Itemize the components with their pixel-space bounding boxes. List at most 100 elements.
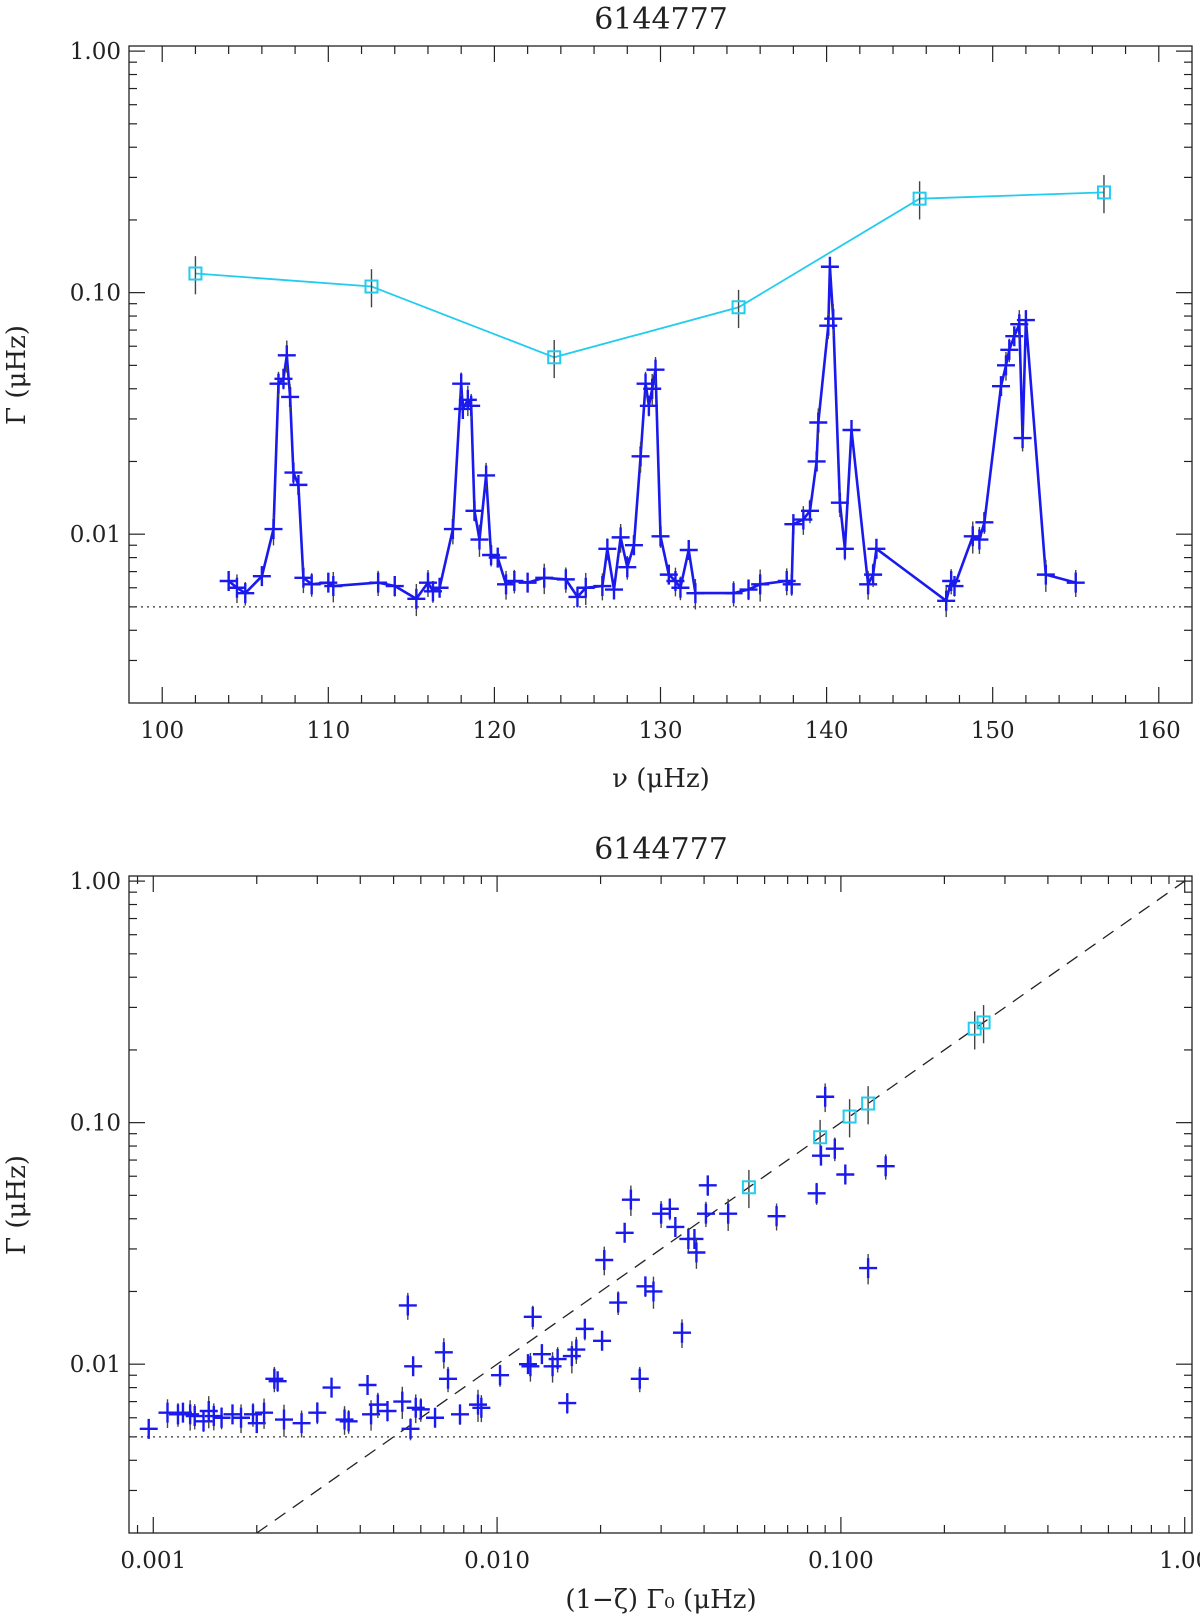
- data-point-plus: [739, 579, 758, 600]
- data-point-plus: [836, 1164, 855, 1185]
- data-point-plus: [807, 451, 826, 472]
- data-point-plus: [686, 583, 705, 604]
- data-point-plus: [636, 1276, 655, 1297]
- data-point-plus: [322, 1377, 341, 1398]
- data-point-plus: [264, 519, 283, 540]
- data-point-plus: [816, 1086, 835, 1107]
- data-point-square: [364, 279, 379, 294]
- data-point-plus: [255, 1402, 274, 1423]
- data-point-plus: [644, 1281, 663, 1302]
- data-point-plus: [558, 1393, 577, 1414]
- data-point-plus: [289, 474, 308, 495]
- data-point-plus: [611, 527, 630, 548]
- data-point-plus: [324, 576, 343, 597]
- data-point-plus: [470, 529, 489, 550]
- data-point-plus: [277, 345, 296, 366]
- data-point-plus: [556, 569, 575, 590]
- data-point-square: [861, 1096, 876, 1111]
- series-1-group: [139, 1083, 895, 1441]
- data-point-plus: [401, 1418, 420, 1439]
- data-point-plus: [719, 1203, 738, 1224]
- bottom-y-ticks: 0.01 0.10 1.00: [70, 869, 1192, 1492]
- data-point-square: [547, 350, 562, 365]
- x-tick-label: 1.00: [1159, 1548, 1200, 1574]
- data-point-plus: [439, 1368, 458, 1389]
- series-1-group: [219, 256, 1085, 618]
- data-point-plus: [236, 583, 255, 604]
- data-point-plus: [411, 1399, 430, 1420]
- x-tick-label: 100: [140, 718, 184, 744]
- data-point-plus: [685, 1228, 704, 1249]
- data-point-plus: [335, 1409, 354, 1430]
- data-point-plus: [308, 1402, 327, 1423]
- data-point-plus: [274, 1409, 293, 1430]
- data-point-plus: [223, 1404, 242, 1425]
- data-point-plus: [937, 590, 956, 611]
- data-point-plus: [243, 1404, 262, 1425]
- data-point-plus: [842, 419, 861, 440]
- y-tick-label: 0.10: [70, 281, 121, 307]
- data-point-plus: [807, 1183, 826, 1204]
- data-point-plus: [518, 572, 537, 593]
- series-0-group: [741, 1005, 991, 1209]
- data-point-plus: [639, 395, 658, 416]
- data-point-plus: [824, 308, 843, 329]
- bottom-series: [139, 1005, 991, 1441]
- data-point-plus: [820, 256, 839, 277]
- data-point-plus: [666, 1216, 685, 1237]
- bottom-diagonal-line: [256, 875, 1193, 1534]
- top-series: [188, 175, 1111, 618]
- data-point-plus: [472, 1397, 491, 1418]
- data-point-square: [731, 300, 746, 315]
- data-point-plus: [1016, 310, 1035, 331]
- data-point-plus: [698, 1175, 717, 1196]
- data-point-plus: [368, 1394, 387, 1415]
- data-point-plus: [185, 1406, 204, 1427]
- series-line: [227, 266, 1077, 604]
- data-point-plus: [465, 500, 484, 521]
- y-tick-label: 1.00: [70, 869, 121, 895]
- data-point-plus: [942, 570, 961, 591]
- data-point-plus: [274, 368, 293, 389]
- data-point-plus: [521, 1356, 540, 1377]
- data-point-plus: [404, 1356, 423, 1377]
- data-point-plus: [1066, 572, 1085, 593]
- data-point-plus: [407, 588, 426, 609]
- data-point-plus: [651, 526, 670, 547]
- data-point-plus: [339, 1411, 358, 1432]
- data-point-plus: [618, 557, 637, 578]
- data-point-plus: [646, 359, 665, 380]
- data-point-plus: [652, 1203, 671, 1224]
- data-point-plus: [265, 1368, 284, 1389]
- data-point-plus: [835, 538, 854, 559]
- data-point-plus: [232, 1407, 251, 1428]
- data-point-plus: [782, 574, 801, 595]
- data-point-plus: [385, 576, 404, 597]
- y-tick-label: 0.10: [70, 1111, 121, 1137]
- data-point-plus: [488, 547, 507, 568]
- data-point-plus: [139, 1418, 158, 1439]
- data-point-plus: [624, 535, 643, 556]
- x-tick-label: 130: [639, 718, 683, 744]
- data-point-plus: [292, 1413, 311, 1434]
- data-point-plus: [468, 1394, 487, 1415]
- data-point-plus: [567, 1339, 586, 1360]
- data-point-plus: [227, 577, 246, 598]
- data-point-plus: [672, 1322, 691, 1343]
- data-point-plus: [518, 1354, 537, 1375]
- data-point-plus: [158, 1402, 177, 1423]
- data-point-plus: [991, 376, 1010, 397]
- data-point-plus: [393, 1391, 412, 1412]
- top-y-axis-label: Γ (μHz): [2, 325, 32, 425]
- x-tick-label: 0.100: [808, 1548, 874, 1574]
- top-x-axis-label: ν (μHz): [612, 764, 710, 794]
- data-point-plus: [1005, 326, 1024, 347]
- data-point-plus: [181, 1404, 200, 1425]
- data-point-plus: [535, 567, 554, 588]
- data-point-plus: [194, 1411, 213, 1432]
- data-point-plus: [811, 1145, 830, 1166]
- x-tick-label: 150: [971, 718, 1015, 744]
- data-point-plus: [631, 446, 650, 467]
- data-point-plus: [751, 574, 770, 595]
- data-point-plus: [996, 355, 1015, 376]
